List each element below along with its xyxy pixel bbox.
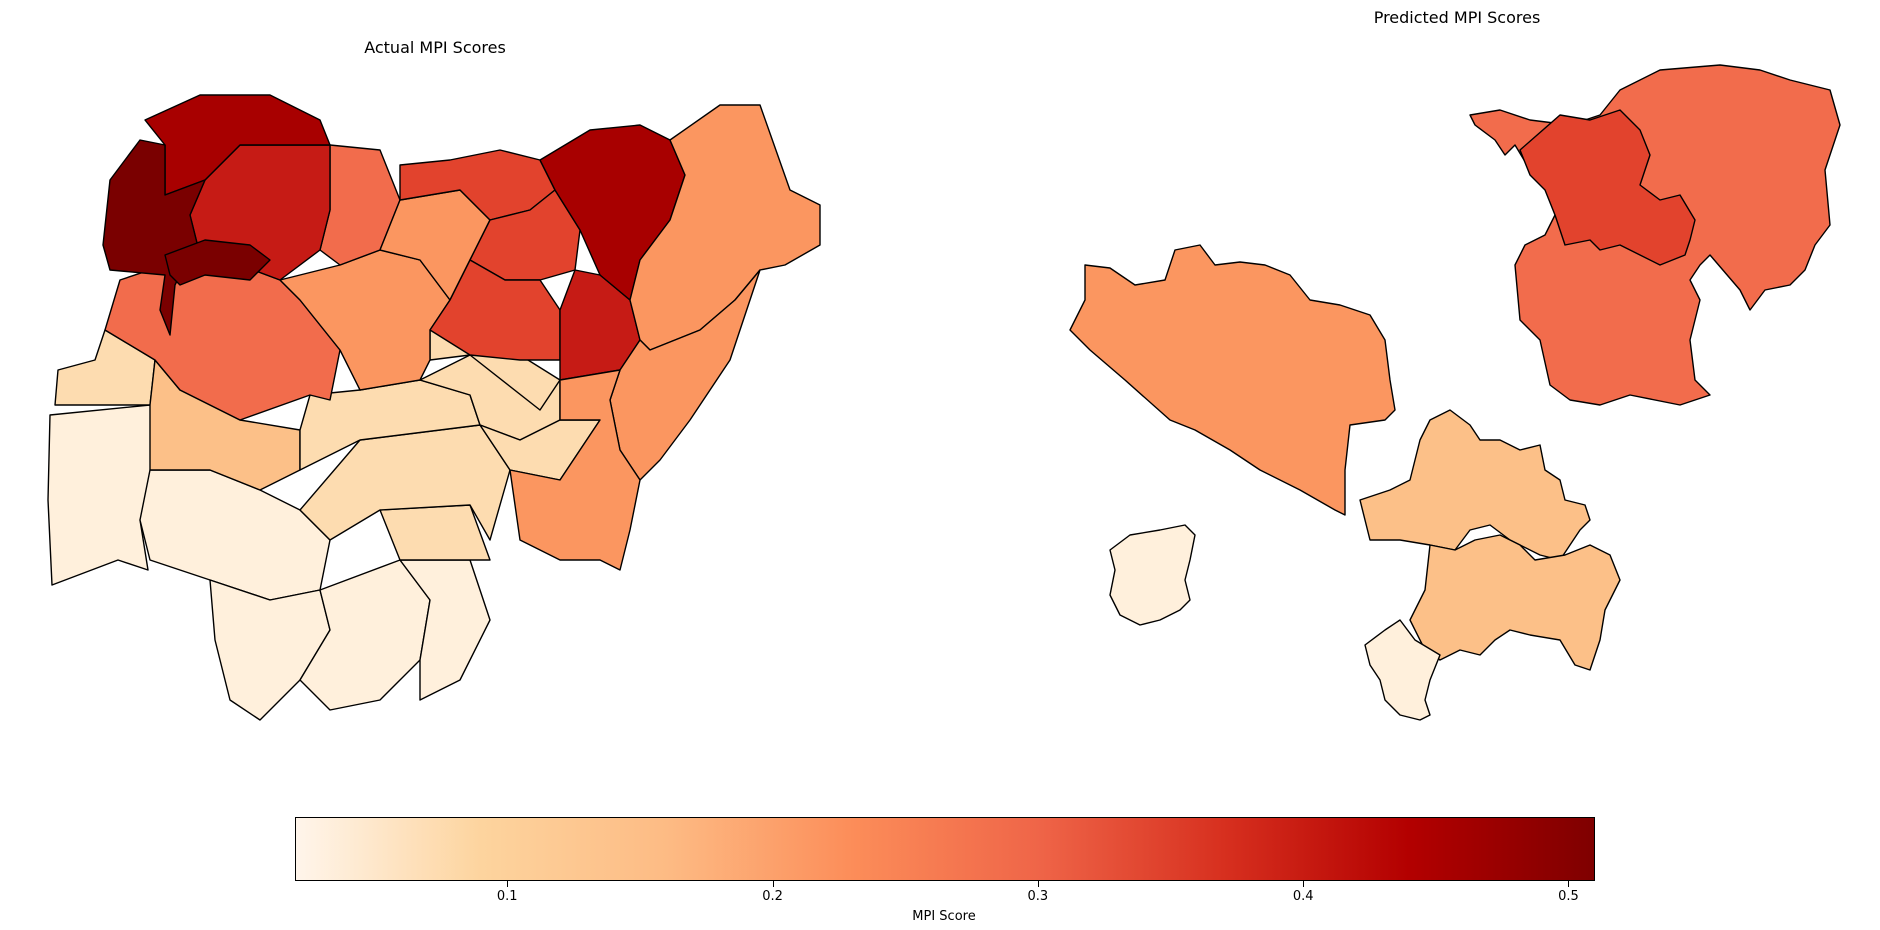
pred-region-south-central[interactable] (1409, 534, 1621, 671)
pred-region-middle[interactable] (1359, 409, 1591, 561)
region-northwest-5[interactable] (164, 239, 271, 286)
colorbar-tick-label: 0.5 (1558, 889, 1579, 904)
colorbar-tick-label: 0.4 (1292, 889, 1314, 904)
colorbar-label: MPI Score (912, 909, 976, 924)
region-east-2[interactable] (509, 369, 641, 571)
actual-map-title: Actual MPI Scores (364, 38, 506, 57)
pred-region-west[interactable] (1109, 524, 1196, 626)
predicted-map-title: Predicted MPI Scores (1373, 8, 1541, 27)
pred-region-northwest[interactable] (1069, 244, 1396, 516)
pred-region-north-central[interactable] (1519, 109, 1696, 266)
colorbar-tick (772, 881, 774, 887)
colorbar-tick (1303, 881, 1305, 887)
colorbar-tick (1568, 881, 1570, 887)
pred-region-south[interactable] (1364, 619, 1441, 721)
mpi-colorbar (295, 817, 1595, 881)
colorbar-tick-label: 0.2 (762, 889, 783, 904)
colorbar-tick (507, 881, 509, 887)
colorbar-tick-label: 0.1 (496, 889, 518, 904)
region-south-3[interactable] (399, 559, 491, 701)
colorbar-tick (1037, 881, 1039, 887)
colorbar-tick-label: 0.3 (1027, 889, 1049, 904)
